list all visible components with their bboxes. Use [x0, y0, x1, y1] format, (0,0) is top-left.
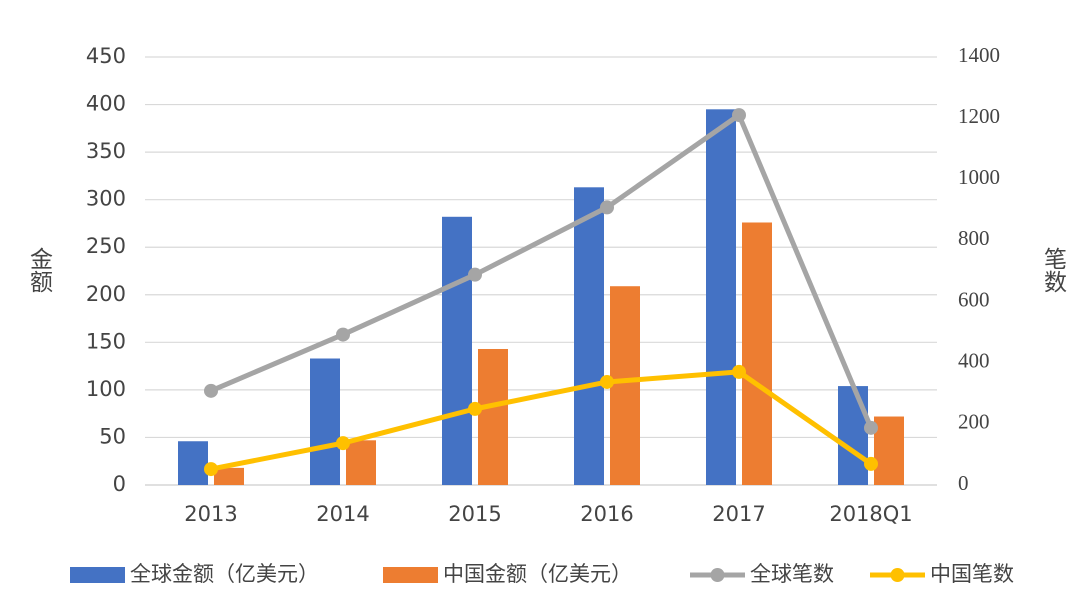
- y-tick-label: 300: [86, 187, 126, 211]
- line: [210, 369, 873, 472]
- y-tick-label: 50: [99, 424, 126, 448]
- bar: [874, 416, 904, 485]
- y-tick-label: 0: [113, 472, 126, 496]
- legend-label: 中国笔数: [930, 562, 1014, 586]
- y-tick-label: 350: [86, 139, 126, 163]
- x-tick-label: 2018Q1: [829, 502, 912, 526]
- point: [864, 456, 878, 471]
- y2-tick-label: 200: [958, 410, 990, 434]
- y2-tick-label: 0: [958, 471, 969, 495]
- bar: [346, 440, 376, 485]
- bar: [310, 358, 340, 485]
- point: [600, 374, 614, 389]
- legend-label: 全球金额（亿美元）: [130, 562, 319, 586]
- bar: [442, 216, 472, 485]
- y-axis-label: 金额: [26, 247, 54, 293]
- legend-swatch: [70, 567, 125, 583]
- line: [210, 112, 874, 429]
- y2-axis-label: 笔数: [1040, 247, 1068, 293]
- point: [864, 420, 878, 435]
- point: [600, 200, 614, 215]
- point: [468, 401, 482, 416]
- y-tick-label: 150: [86, 329, 126, 353]
- legend-swatch: [383, 567, 438, 583]
- y2-tick-label: 1400: [958, 43, 1000, 67]
- bar: [214, 467, 244, 485]
- point: [732, 108, 746, 123]
- bar: [838, 386, 868, 485]
- bar: [478, 348, 508, 485]
- x-tick-label: 2016: [580, 502, 633, 526]
- bar: [574, 187, 604, 485]
- x-tick-label: 2013: [184, 502, 237, 526]
- y2-tick-label: 1200: [958, 104, 1000, 128]
- legend-label: 中国金额（亿美元）: [443, 562, 632, 586]
- point: [468, 267, 482, 282]
- point: [336, 327, 350, 342]
- bar: [610, 286, 640, 485]
- x-tick-label: 2014: [316, 502, 369, 526]
- y2-tick-label: 600: [958, 287, 990, 311]
- x-tick-label: 2015: [448, 502, 501, 526]
- point: [204, 462, 218, 477]
- point: [732, 364, 746, 379]
- y-tick-label: 100: [86, 377, 126, 401]
- y-tick-label: 450: [86, 44, 126, 68]
- y-tick-label: 200: [86, 282, 126, 306]
- bar: [706, 109, 736, 486]
- legend-label: 全球笔数: [750, 562, 834, 586]
- y-tick-label: 250: [86, 234, 126, 258]
- y-tick-label: 400: [86, 92, 126, 116]
- point: [336, 436, 350, 451]
- legend-swatch: [710, 568, 725, 582]
- y2-tick-label: 1000: [958, 165, 1000, 189]
- y2-tick-label: 800: [958, 226, 990, 250]
- y2-tick-label: 400: [958, 349, 990, 373]
- x-tick-label: 2017: [712, 502, 765, 526]
- legend-swatch: [890, 568, 905, 582]
- bar: [178, 441, 208, 485]
- point: [204, 383, 218, 398]
- bar: [742, 222, 772, 485]
